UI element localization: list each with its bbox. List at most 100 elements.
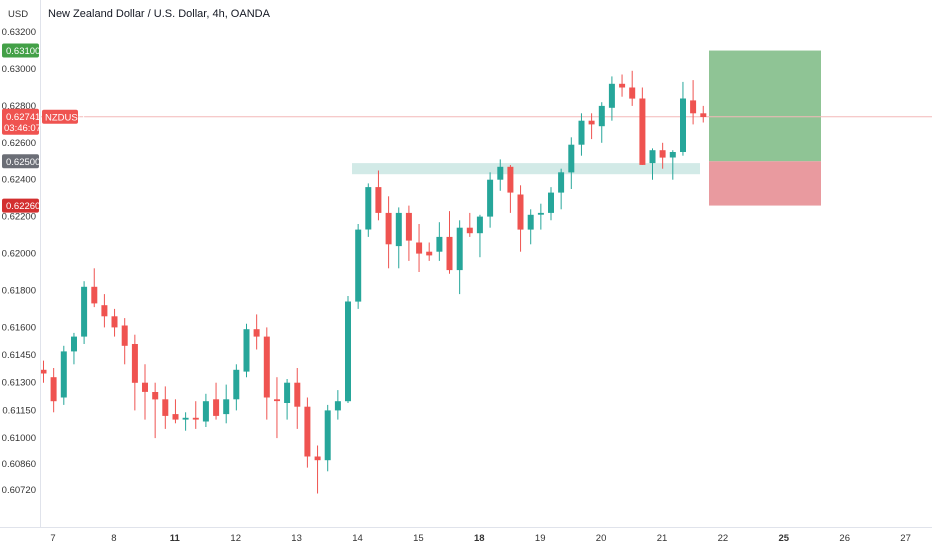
target-zone[interactable] [709, 50, 821, 162]
candle-up [243, 329, 250, 372]
time-tick-label: 20 [596, 533, 607, 544]
price-tick-label: 0.62000 [2, 249, 36, 260]
candle-down [507, 166, 514, 193]
candle-down [101, 305, 108, 317]
time-tick-label: 22 [718, 533, 729, 544]
candle-down [121, 325, 128, 346]
current-price-label: 0.62741 03:46:07 [2, 108, 41, 135]
candle-down [172, 414, 179, 420]
candle-down [213, 399, 220, 416]
price-tick-label: 0.60720 [2, 485, 36, 496]
time-tick-label: 19 [535, 533, 546, 544]
candle-up [71, 336, 77, 352]
candle-up [680, 98, 686, 152]
candle-down [446, 236, 453, 271]
candle-down [375, 187, 382, 213]
price-tick-label: 0.62200 [2, 212, 36, 223]
candle-up [233, 369, 240, 400]
candle-down [588, 120, 595, 125]
candle-up [60, 351, 67, 398]
stop-price-label: 0.62260 [2, 198, 40, 213]
support-zone[interactable] [352, 163, 700, 175]
svg-text:0.62500: 0.62500 [6, 157, 40, 168]
candle-up [202, 401, 209, 422]
candle-up [476, 216, 483, 234]
stop-zone[interactable] [709, 161, 821, 206]
price-tick-label: 0.62400 [2, 175, 36, 186]
price-tick-label: 0.60860 [2, 459, 36, 470]
candle-down [294, 382, 301, 407]
candle-down [50, 377, 57, 402]
candle-up [334, 401, 341, 411]
time-tick-label: 8 [111, 533, 116, 544]
time-tick-label: 15 [413, 533, 424, 544]
time-tick-label: 12 [230, 533, 241, 544]
price-tick-label: 0.61600 [2, 322, 36, 333]
candle-up [598, 105, 605, 127]
time-tick-label: 13 [291, 533, 302, 544]
time-tick-label: 18 [474, 533, 485, 544]
svg-text:0.63100: 0.63100 [6, 46, 40, 57]
candle-down [385, 212, 392, 245]
candle-down [629, 87, 636, 99]
candle-down [690, 100, 697, 114]
candle-up [568, 144, 575, 173]
price-tick-label: 0.61000 [2, 433, 36, 444]
candle-down [405, 212, 412, 241]
candle-up [669, 152, 676, 158]
price-axis[interactable]: 0.63200 0.63000 0.62800 0.62600 0.62400 0.622… [2, 27, 36, 496]
entry-price-label: 0.62500 [2, 154, 40, 169]
candle-up [365, 187, 372, 230]
time-axis[interactable]: 7 8 11 12 13 14 15 18 19 20 21 22 25 26 27 [50, 533, 911, 544]
price-tick-label: 0.61450 [2, 350, 36, 361]
candle-down [131, 344, 138, 383]
candle-down [111, 316, 118, 328]
svg-text:0.62260: 0.62260 [6, 201, 40, 212]
candle-up [284, 382, 291, 403]
time-tick-label: 25 [779, 533, 790, 544]
candle-down [162, 399, 169, 416]
candles-layer [40, 70, 707, 494]
candle-up [436, 236, 443, 252]
candle-down [304, 406, 311, 457]
candle-up [487, 179, 494, 217]
candle-up [649, 150, 656, 164]
svg-text:0.62741: 0.62741 [6, 112, 40, 123]
price-tick-label: 0.61150 [2, 405, 36, 416]
candle-up [558, 172, 565, 193]
target-price-label: 0.63100 [2, 43, 40, 58]
candle-down [253, 329, 260, 337]
time-tick-label: 7 [50, 533, 55, 544]
candle-down [659, 150, 666, 158]
candle-up [497, 166, 504, 180]
candle-up [395, 212, 402, 247]
time-tick-label: 14 [352, 533, 363, 544]
price-tick-label: 0.63000 [2, 64, 36, 75]
candle-down [639, 98, 646, 165]
candle-up [324, 410, 331, 461]
price-tick-label: 0.62600 [2, 138, 36, 149]
candle-up [345, 301, 351, 402]
price-tick-label: 0.61300 [2, 378, 36, 389]
candle-down [619, 83, 626, 88]
countdown-timer: 03:46:07 [4, 123, 41, 134]
time-tick-label: 11 [170, 533, 181, 544]
axis-currency-label: USD [8, 9, 28, 20]
candle-up [578, 120, 585, 145]
price-tick-label: 0.62800 [2, 101, 36, 112]
price-tick-label: 0.63200 [2, 27, 36, 38]
candle-up [548, 192, 554, 213]
candle-down [152, 392, 159, 400]
svg-text:NZDUSD: NZDUSD [45, 112, 85, 123]
candle-down [517, 194, 524, 230]
chart-title: New Zealand Dollar / U.S. Dollar, 4h, OA… [48, 8, 271, 20]
candle-down [263, 336, 270, 398]
candle-down [426, 251, 433, 256]
candle-down [416, 242, 423, 254]
candle-down [192, 417, 199, 420]
candle-up [527, 214, 534, 230]
candle-down [40, 369, 47, 374]
candle-up [182, 417, 189, 420]
candle-down [142, 382, 148, 392]
